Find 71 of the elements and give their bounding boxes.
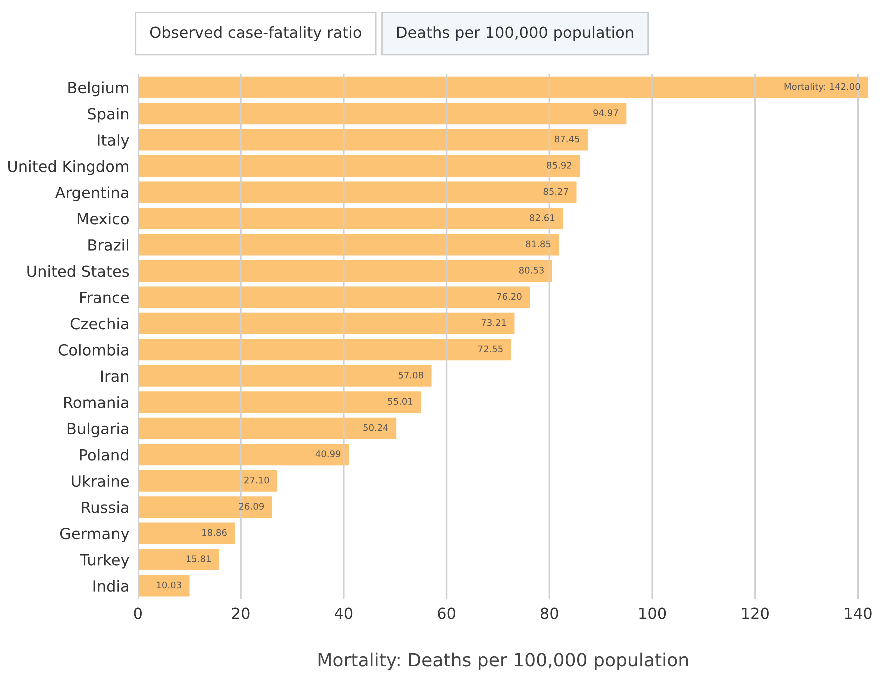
data-label: 85.27 [544, 188, 568, 196]
bar [138, 392, 422, 414]
bar [138, 156, 580, 178]
data-label: 82.61 [530, 214, 555, 222]
bar [138, 365, 432, 387]
y-tick-label: Bulgaria [68, 422, 128, 438]
x-axis-title: Mortality: Deaths per 100,000 population [318, 652, 688, 670]
data-label: 10.03 [157, 582, 182, 589]
y-tick-label: India [94, 580, 128, 592]
bar [138, 470, 278, 492]
bar [138, 549, 220, 571]
bar [138, 103, 627, 125]
y-tick-label: Mexico [78, 212, 129, 225]
data-label: 76.20 [497, 293, 522, 300]
bar [138, 260, 552, 282]
text: Deaths per 100,000 population [398, 26, 634, 42]
text: Observed case-fatality ratio [150, 26, 362, 42]
data-label: 80.53 [519, 267, 544, 274]
y-tick-label: United Kingdom [8, 160, 129, 176]
y-tick-label: Iran [101, 370, 129, 382]
data-label: 73.21 [482, 319, 506, 326]
data-label: 72.55 [478, 346, 503, 353]
bar [138, 496, 272, 518]
bar [138, 286, 530, 308]
data-label: 57.08 [398, 372, 424, 379]
y-tick-label: Spain [88, 108, 129, 123]
x-tick-label: 100 [640, 608, 666, 620]
bar [138, 444, 349, 466]
x-tick-label: 120 [742, 608, 769, 620]
bar [138, 129, 588, 151]
y-tick-label: Czechia [70, 318, 128, 330]
y-tick-label: United States [28, 265, 130, 278]
y-tick-label: Turkey [80, 554, 130, 569]
y-tick-label: Ukraine [72, 475, 130, 488]
data-label: 50.24 [364, 424, 388, 432]
x-tick-label: 40 [334, 608, 353, 620]
data-label: 40.99 [316, 450, 341, 458]
y-tick-label: Argentina [55, 186, 128, 202]
data-label: 26.09 [239, 503, 264, 510]
data-label: 94.97 [594, 110, 618, 116]
data-label: 85.92 [547, 162, 572, 169]
y-tick-label: Romania [64, 396, 128, 408]
y-tick-label: France [80, 292, 130, 304]
y-tick-label: Germany [60, 528, 130, 543]
bar [138, 234, 560, 256]
data-label: 15.81 [186, 556, 211, 562]
y-tick-label: Russia [82, 502, 128, 514]
data-label: 55.01 [388, 398, 413, 406]
x-tick-label: 140 [845, 608, 872, 620]
x-tick-label: 20 [232, 608, 250, 620]
x-tick-label: 60 [438, 608, 456, 620]
y-tick-label: Belgium [68, 82, 129, 97]
data-label: 27.10 [244, 476, 270, 484]
data-label: 18.86 [202, 529, 227, 536]
x-tick-label: 0 [134, 608, 142, 620]
bar [138, 339, 512, 361]
bar [138, 312, 515, 334]
bar [138, 575, 190, 597]
bar [138, 522, 236, 544]
y-tick-label: Brazil [88, 239, 128, 252]
bar [138, 418, 397, 440]
data-label: Mortality: 142.00 [784, 83, 860, 92]
y-tick-label: Italy [98, 134, 130, 150]
x-tick-label: 80 [540, 608, 558, 620]
data-label: 87.45 [555, 136, 580, 143]
bar [138, 182, 577, 204]
bar [138, 76, 869, 98]
data-label: 81.85 [526, 240, 551, 248]
y-tick-label: Poland [80, 449, 128, 461]
y-tick-label: Colombia [58, 344, 128, 356]
bar [138, 208, 564, 230]
